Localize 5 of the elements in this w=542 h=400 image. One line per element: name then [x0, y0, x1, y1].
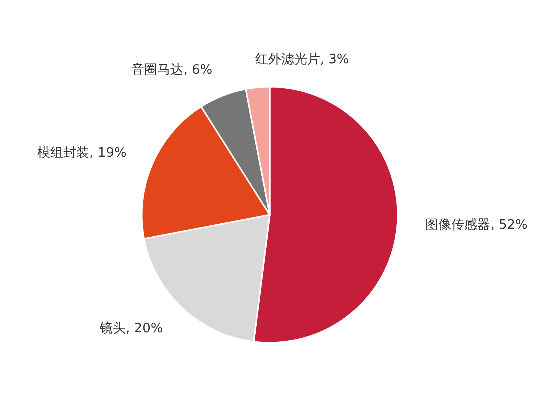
slice-label: 镜头, 20% — [99, 322, 164, 337]
slice-label: 红外滤光片, 3% — [255, 52, 350, 68]
slice-label: 图像传感器, 52% — [426, 218, 528, 233]
slice-label: 音圈马达, 6% — [132, 62, 213, 78]
slice-label: 模组封装, 19% — [38, 146, 127, 162]
